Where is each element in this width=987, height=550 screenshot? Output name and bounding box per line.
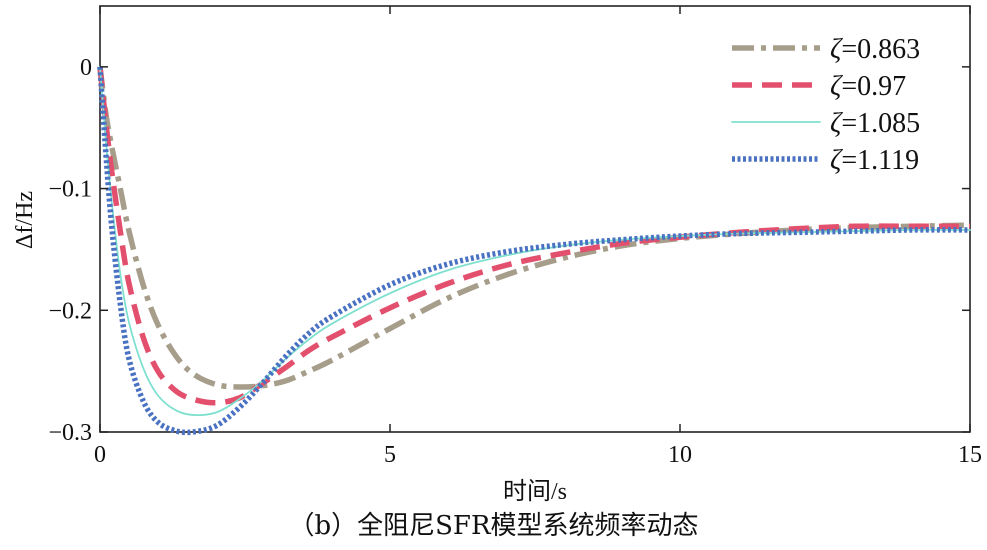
- legend-label-2: ζ=0.97: [830, 71, 906, 102]
- series-line-4: [97, 66, 971, 436]
- y-tick-label: −0.2: [48, 298, 92, 324]
- series-line-1: [97, 66, 971, 390]
- x-axis-title: 时间/s: [503, 478, 567, 505]
- legend-symbol: ζ: [830, 108, 843, 139]
- x-tick-label: 5: [384, 442, 396, 468]
- y-axis-title: Δf/Hz: [12, 191, 38, 249]
- plot-frame: [99, 5, 971, 433]
- legend-value: =0.97: [841, 71, 906, 102]
- series-layer: [97, 65, 971, 436]
- y-tick-label: −0.1: [48, 177, 92, 203]
- legend-symbol: ζ: [830, 71, 843, 102]
- legend-label-4: ζ=1.119: [830, 145, 919, 176]
- y-tick-label: −0.3: [48, 420, 92, 446]
- x-tick-label: 10: [668, 442, 692, 468]
- legend-symbol: ζ: [830, 145, 843, 176]
- ticks-layer: 0 5 10 15 0 −0.1 −0.2 −0.3: [48, 6, 982, 468]
- x-tick-label: 15: [958, 442, 982, 468]
- legend-label-3: ζ=1.085: [830, 108, 920, 139]
- legend-value: =0.863: [841, 34, 920, 65]
- legend-value: =1.085: [841, 108, 920, 139]
- legend-label-1: ζ=0.863: [830, 34, 920, 65]
- y-tick-label: 0: [80, 55, 92, 81]
- legend-value: =1.119: [841, 145, 919, 176]
- x-tick-label: 0: [94, 442, 106, 468]
- series-line-2: [97, 66, 970, 406]
- figure-caption: （b）全阻尼SFR模型系统频率动态: [288, 511, 699, 541]
- legend-symbol: ζ: [830, 34, 843, 65]
- chart: 0 5 10 150−0.1−0.2−0.3 ζ=0.863ζ=0.97ζ=1.085…: [12, 5, 982, 505]
